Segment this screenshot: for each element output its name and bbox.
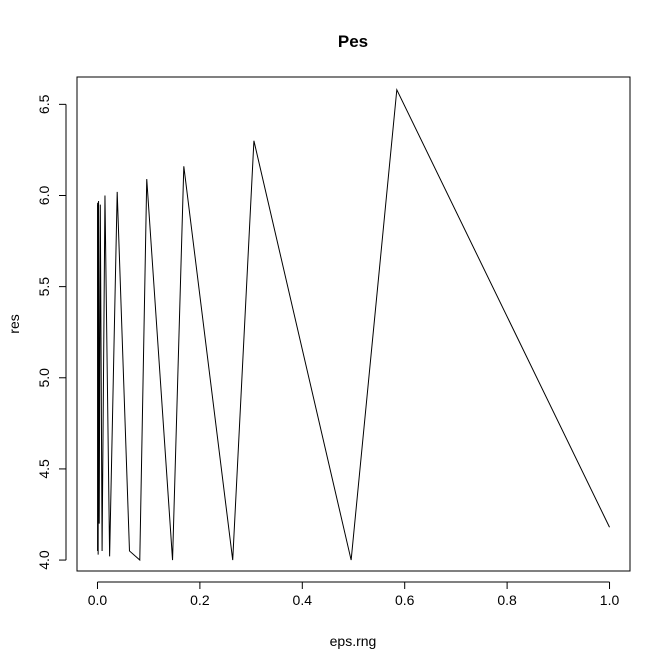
- plot-frame: [76, 76, 631, 572]
- x-tick-label: 0.4: [293, 592, 313, 608]
- series-line-0: [97, 87, 610, 562]
- x-axis-label: eps.rng: [330, 633, 377, 649]
- y-axis-label: res: [6, 314, 22, 333]
- y-tick-label: 4.0: [36, 550, 52, 570]
- y-tick-label: 6.5: [36, 94, 52, 114]
- x-tick-label: 0.0: [88, 592, 108, 608]
- y-tick-label: 4.5: [36, 459, 52, 479]
- y-tick-label: 5.0: [36, 368, 52, 388]
- y-tick-label: 5.5: [36, 277, 52, 297]
- x-tick-label: 0.8: [497, 592, 517, 608]
- x-axis: 0.0 0.2 0.4 0.6 0.8 1.0: [88, 581, 620, 608]
- x-tick-label: 0.6: [395, 592, 415, 608]
- x-tick-label: 0.2: [190, 592, 210, 608]
- chart-title: Pes: [338, 32, 368, 51]
- series-layer: [97, 87, 610, 562]
- y-tick-label: 6.0: [36, 186, 52, 206]
- y-axis: 4.0 4.5 5.0 5.5 6.0 6.5: [36, 94, 67, 570]
- x-tick-label: 1.0: [600, 592, 620, 608]
